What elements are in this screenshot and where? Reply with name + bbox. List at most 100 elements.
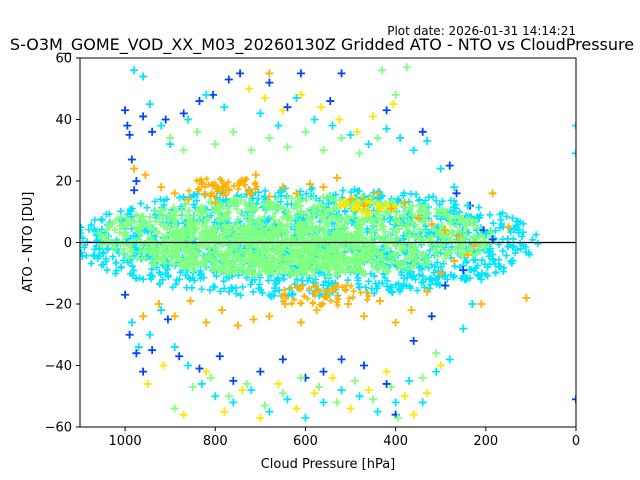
scatter-point-density-cyan-8 bbox=[256, 109, 265, 118]
scatter-point-density-low-26 bbox=[121, 290, 130, 299]
scatter-point-density-green-21 bbox=[247, 146, 256, 155]
scatter-point-density-green-10 bbox=[351, 376, 360, 385]
scatter-point-density-orange-12 bbox=[292, 189, 301, 198]
scatter-point-density-low-31 bbox=[163, 315, 172, 324]
scatter-point-density-cyan-40 bbox=[355, 392, 364, 401]
scatter-point-density-yellow-12 bbox=[364, 386, 373, 395]
scatter-point-density-cyan-21 bbox=[463, 201, 472, 210]
scatter-point-density-cyan-51 bbox=[572, 149, 576, 158]
scatter-point-density-low-11 bbox=[209, 90, 218, 99]
scatter-point-density-cyan-0 bbox=[130, 66, 139, 75]
scatter-point-density-orange-17 bbox=[360, 201, 369, 210]
scatter-point-density-green-25 bbox=[319, 146, 328, 155]
scatter-point-density-low-7 bbox=[148, 127, 157, 136]
scatter-point-density-cyan-14 bbox=[364, 140, 373, 149]
scatter-point-density-low-16 bbox=[296, 69, 305, 78]
plot-date: Plot date: 2026-01-31 14:14:21 bbox=[387, 24, 576, 38]
scatter-point-density-green-17 bbox=[179, 146, 188, 155]
x-tick-label-0: 1000 bbox=[109, 434, 142, 449]
scatter-point-density-orange-3 bbox=[170, 189, 179, 198]
scatter-point-density-orange-16 bbox=[346, 195, 355, 204]
scatter-point-density-cyan-23 bbox=[481, 229, 490, 238]
chart-title: S-O3M_GOME_VOD_XX_M03_20260130Z Gridded … bbox=[10, 35, 634, 55]
scatter-point-density-green-9 bbox=[333, 398, 342, 407]
scatter-point-density-cyan-44 bbox=[418, 398, 427, 407]
scatter-point-density-cyan-31 bbox=[197, 379, 206, 388]
scatter-point-density-yellow-21 bbox=[296, 90, 305, 99]
scatter-point-density-cyan-18 bbox=[423, 137, 432, 146]
scatter-point-density-orange-43 bbox=[360, 312, 369, 321]
y-tick-label-2: −20 bbox=[45, 298, 72, 313]
scatter-point-density-orange-45 bbox=[391, 318, 400, 327]
x-axis-label: Cloud Pressure [hPa] bbox=[261, 457, 396, 472]
scatter-point-density-cyan-39 bbox=[337, 386, 346, 395]
scatter-point-density-green-26 bbox=[337, 133, 346, 142]
scatter-point-density-cyan-33 bbox=[229, 398, 238, 407]
scatter-point-density-low-18 bbox=[337, 69, 346, 78]
scatter-point-density-green-15 bbox=[432, 349, 441, 358]
scatter-point-density-green-5 bbox=[260, 401, 269, 410]
scatter-point-density-green-11 bbox=[369, 395, 378, 404]
scatter-point-density-green-19 bbox=[211, 140, 220, 149]
scatter-point-density-cyan-36 bbox=[283, 395, 292, 404]
scatter-point-density-low-29 bbox=[139, 367, 148, 376]
scatter-point-density-cyan-24 bbox=[486, 244, 495, 253]
scatter-point-density-low-39 bbox=[319, 367, 328, 376]
scatter-point-density-orange-40 bbox=[312, 306, 321, 315]
scatter-point-density-cyan-13 bbox=[346, 130, 355, 139]
scatter-point-density-yellow-5 bbox=[238, 386, 247, 395]
scatter-point-density-green-29 bbox=[391, 90, 400, 99]
scatter-point-density-cyan-11 bbox=[310, 115, 319, 124]
scatter-point-density-yellow-18 bbox=[245, 84, 254, 93]
scatter-point-density-low-5 bbox=[132, 177, 141, 185]
scatter-point-density-cyan-34 bbox=[247, 386, 256, 395]
scatter-point-density-cyan-42 bbox=[391, 398, 400, 407]
scatter-point-density-orange-49 bbox=[450, 256, 459, 265]
scatter-point-density-low-15 bbox=[283, 103, 292, 112]
scatter-point-density-low-42 bbox=[382, 379, 391, 388]
scatter-point-density-orange-6 bbox=[211, 198, 220, 207]
scatter-point-density-yellow-23 bbox=[335, 115, 344, 124]
y-tick-label-4: 20 bbox=[55, 175, 72, 190]
scatter-point-density-green-30 bbox=[402, 63, 411, 72]
scatter-point-density-yellow-10 bbox=[328, 373, 337, 382]
scatter-point-density-low-34 bbox=[215, 352, 224, 361]
scatter-point-density-orange-20 bbox=[400, 198, 409, 207]
scatter-point-density-low-36 bbox=[256, 367, 265, 376]
scatter-point-density-cyan-41 bbox=[373, 407, 382, 416]
scatter-point-density-low-4 bbox=[130, 186, 139, 195]
scatter-point-density-orange-33 bbox=[202, 318, 211, 327]
scatter-point-density-cyan-12 bbox=[328, 121, 337, 130]
scatter-point-density-green-28 bbox=[373, 133, 382, 142]
scatter-point-density-cyan-26 bbox=[134, 343, 143, 352]
scatter-point-density-cyan-7 bbox=[220, 103, 229, 112]
scatter-point-density-low-21 bbox=[445, 161, 454, 170]
scatter-point-density-low-9 bbox=[179, 109, 188, 118]
scatter-point-density-orange-47 bbox=[423, 287, 432, 296]
y-axis: −60 −40 −20 0 20 40 60 bbox=[45, 52, 80, 436]
scatter-point-density-orange-13 bbox=[305, 180, 314, 189]
scatter-point-density-orange-51 bbox=[477, 300, 486, 308]
scatter-point-density-orange-8 bbox=[238, 177, 247, 185]
scatter-point-density-cyan-2 bbox=[145, 100, 154, 109]
y-tick-label-1: −40 bbox=[45, 359, 72, 374]
scatter-point-density-yellow-0 bbox=[143, 379, 152, 388]
scatter-point-density-orange-21 bbox=[414, 213, 423, 222]
scatter-point-density-yellow-4 bbox=[220, 407, 229, 416]
scatter-point-density-orange-34 bbox=[218, 306, 227, 315]
scatter-point-density-orange-32 bbox=[186, 296, 195, 305]
scatter-point-density-yellow-7 bbox=[274, 379, 283, 388]
scatter-points bbox=[121, 63, 576, 422]
scatter-point-density-green-24 bbox=[301, 127, 310, 136]
scatter-point-density-low-47 bbox=[459, 266, 468, 275]
scatter-point-density-green-12 bbox=[387, 383, 396, 392]
scatter-point-density-low-3 bbox=[127, 155, 136, 164]
scatter-point-density-yellow-22 bbox=[317, 103, 326, 112]
x-tick-label-5: 0 bbox=[572, 434, 580, 449]
x-axis: 1000 800 600 400 200 0 bbox=[109, 427, 580, 449]
scatter-point-density-low-27 bbox=[125, 330, 134, 339]
scatter-point-density-green-1 bbox=[188, 383, 197, 392]
scatter-point-density-low-48 bbox=[572, 395, 576, 404]
scatter-point-density-orange-27 bbox=[504, 223, 513, 232]
scatter-point-density-yellow-11 bbox=[346, 404, 355, 413]
